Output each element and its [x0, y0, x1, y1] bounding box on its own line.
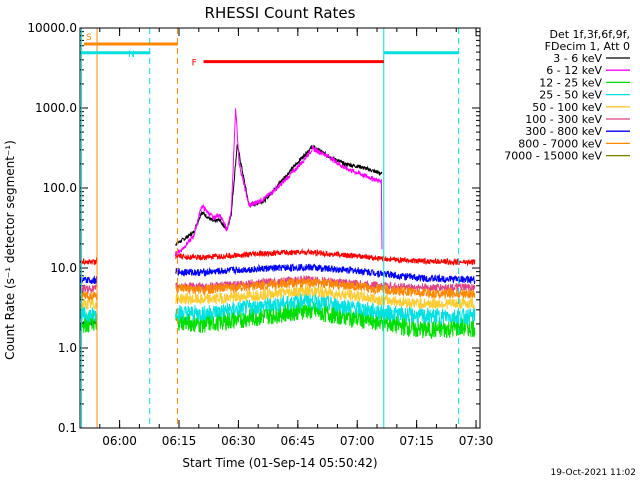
y-tick-label: 0.1 [58, 421, 77, 435]
legend-label-12-25-kev: 12 - 25 keV [539, 76, 602, 89]
legend-label-300-800-kev: 300 - 800 keV [525, 125, 602, 138]
y-tick-label: 1000.0 [35, 101, 77, 115]
legend-label-50-100-kev: 50 - 100 keV [532, 101, 602, 114]
x-tick-label: 06:45 [281, 434, 316, 448]
legend-header-line-2: FDecim 1, Att 0 [545, 40, 630, 53]
flag-bar-label-n: N [128, 50, 135, 60]
legend: Det 1f,3f,6f,9f, FDecim 1, Att 0 3 - 6 k… [504, 28, 630, 163]
legend-label-800-7000-kev: 800 - 7000 keV [518, 137, 602, 150]
x-tick-label: 06:30 [221, 434, 256, 448]
legend-label-100-300-kev: 100 - 300 keV [525, 113, 602, 126]
flag-bar-label-f: F [192, 59, 197, 69]
plot-area: S N F [79, 28, 476, 428]
legend-label-6-12-kev: 6 - 12 keV [546, 64, 602, 77]
series-line-300-800-kev [79, 263, 476, 285]
y-tick-label: 10.0 [50, 261, 77, 275]
legend-label-3-6-kev: 3 - 6 keV [553, 52, 602, 65]
series-line-7000-15000-kev [79, 248, 476, 267]
x-tick-label: 06:15 [162, 434, 197, 448]
x-tick-label: 07:00 [340, 434, 375, 448]
series-line-25-50-kev [79, 292, 476, 326]
series-layer [79, 108, 476, 339]
marker-layer: S N F [80, 28, 460, 428]
y-tick-label: 100.0 [43, 181, 77, 195]
x-tick-label: 07:30 [459, 434, 494, 448]
x-tick-label: 06:00 [102, 434, 137, 448]
legend-label-25-50-kev: 25 - 50 keV [539, 89, 602, 102]
y-tick-label: 1.0 [58, 341, 77, 355]
x-axis-ticks: 06:00 06:15 06:30 06:45 07:00 07:15 07:30 [79, 28, 494, 448]
y-tick-label: 10000.0 [27, 21, 77, 35]
flag-bar-label-s: S [86, 33, 92, 43]
y-axis-label: Count Rate (s⁻¹ detector segment⁻¹) [3, 140, 17, 360]
y-axis-ticks: 0.1 1.0 10.0 100.0 1000.0 10000.0 [27, 21, 480, 435]
series-line-800-7000-kev [79, 276, 476, 301]
footer-date: 19-Oct-2021 11:02 [551, 468, 636, 478]
series-line-6-12-kev [174, 108, 383, 257]
plot-frame [79, 27, 481, 429]
series-line-50-100-kev [79, 285, 475, 310]
legend-label-7000-15000-kev: 7000 - 15000 keV [504, 150, 602, 163]
legend-header-line-1: Det 1f,3f,6f,9f, [549, 28, 630, 41]
chart-title: RHESSI Count Rates [205, 4, 356, 22]
x-axis-label: Start Time (01-Sep-14 05:50:42) [182, 456, 377, 470]
x-tick-label: 07:15 [399, 434, 434, 448]
